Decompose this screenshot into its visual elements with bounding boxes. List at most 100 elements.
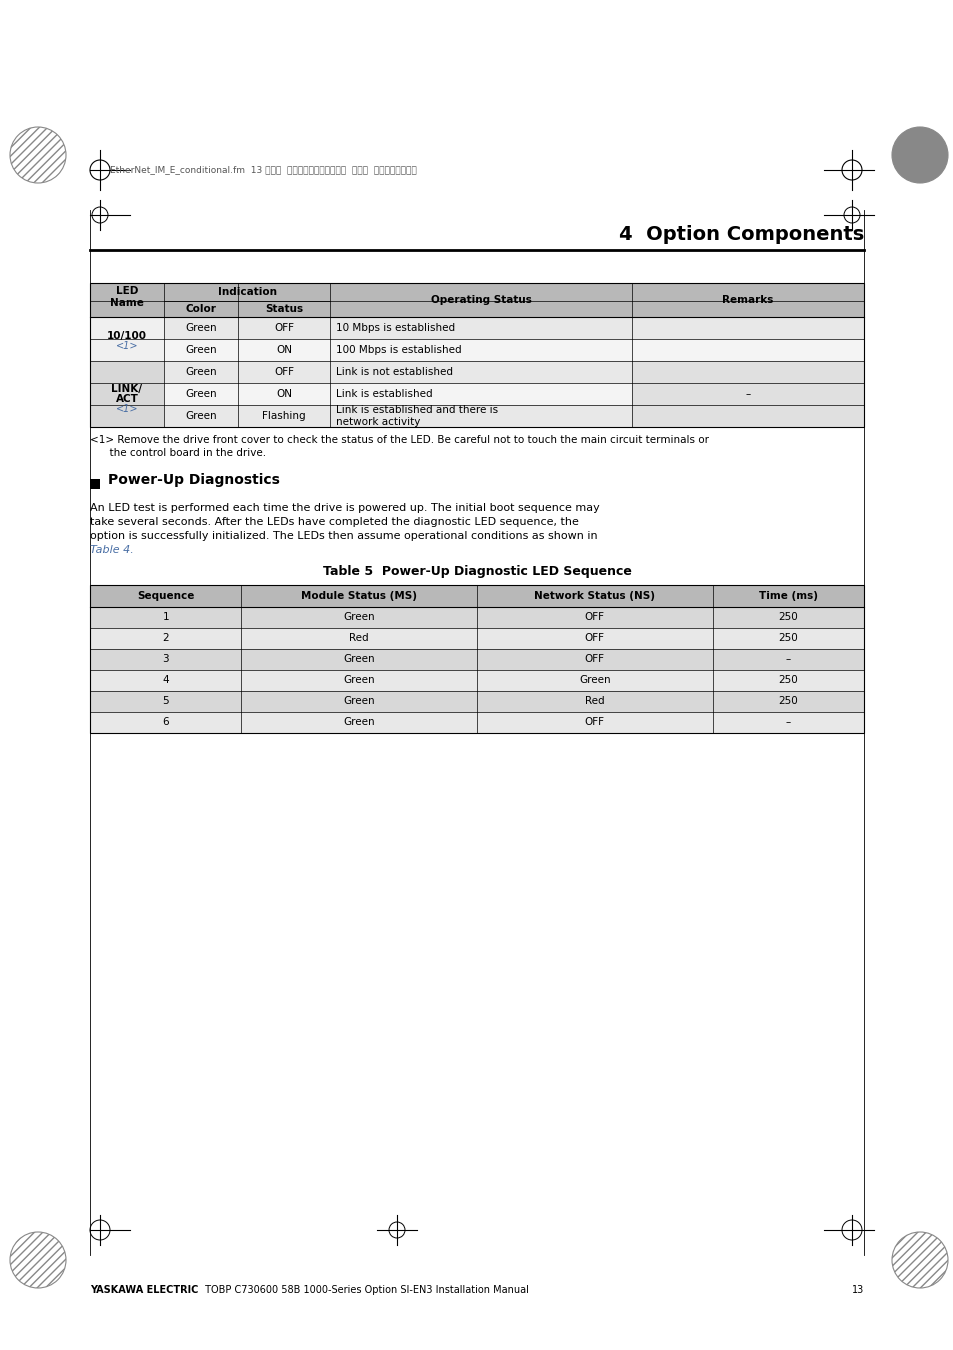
Bar: [330, 405, 632, 427]
Bar: [712, 585, 863, 608]
Text: Flashing: Flashing: [262, 410, 306, 421]
Bar: [241, 649, 476, 670]
Bar: [330, 317, 632, 339]
Text: Operating Status: Operating Status: [431, 296, 531, 305]
Text: Green: Green: [343, 717, 375, 728]
Bar: [90, 317, 164, 360]
Text: Green: Green: [343, 697, 375, 706]
Bar: [632, 360, 863, 427]
Text: the control board in the drive.: the control board in the drive.: [90, 448, 266, 458]
Text: 250: 250: [778, 675, 798, 686]
Text: –: –: [785, 717, 790, 728]
Text: Module Status (MS): Module Status (MS): [301, 591, 416, 601]
Text: Red: Red: [349, 633, 369, 644]
Bar: [241, 585, 476, 608]
Bar: [476, 608, 712, 628]
Bar: [476, 711, 712, 733]
Bar: [90, 585, 241, 608]
Text: –: –: [785, 655, 790, 664]
Bar: [164, 339, 237, 360]
Bar: [712, 628, 863, 649]
Bar: [237, 317, 330, 339]
Text: YASKAWA ELECTRIC: YASKAWA ELECTRIC: [90, 1285, 198, 1295]
Text: 4: 4: [162, 675, 169, 686]
Text: Table 5  Power-Up Diagnostic LED Sequence: Table 5 Power-Up Diagnostic LED Sequence: [322, 566, 631, 578]
Text: Network Status (NS): Network Status (NS): [534, 591, 655, 601]
Text: Green: Green: [185, 410, 216, 421]
Text: 2: 2: [162, 633, 169, 644]
Bar: [712, 691, 863, 711]
Bar: [712, 670, 863, 691]
Text: 250: 250: [778, 613, 798, 622]
Bar: [632, 339, 863, 360]
Bar: [712, 649, 863, 670]
Bar: [164, 405, 237, 427]
Text: 1: 1: [162, 613, 169, 622]
Text: <1> Remove the drive front cover to check the status of the LED. Be careful not : <1> Remove the drive front cover to chec…: [90, 435, 708, 446]
Bar: [241, 670, 476, 691]
Text: Green: Green: [185, 323, 216, 333]
Bar: [476, 670, 712, 691]
Text: Link is not established: Link is not established: [336, 367, 453, 377]
Text: Table 4.: Table 4.: [90, 545, 133, 555]
Text: Color: Color: [185, 304, 216, 315]
Text: OFF: OFF: [584, 717, 604, 728]
Text: An LED test is performed each time the drive is powered up. The initial boot seq: An LED test is performed each time the d…: [90, 504, 599, 513]
Bar: [237, 360, 330, 383]
Bar: [237, 383, 330, 405]
Bar: [241, 608, 476, 628]
Bar: [476, 628, 712, 649]
Text: 6: 6: [162, 717, 169, 728]
Text: Link is established and there is
network activity: Link is established and there is network…: [336, 405, 497, 427]
Text: 10/100: 10/100: [107, 331, 147, 342]
Text: Indication: Indication: [217, 288, 276, 297]
Bar: [237, 301, 330, 317]
Bar: [237, 339, 330, 360]
Text: 100 Mbps is established: 100 Mbps is established: [336, 346, 461, 355]
Text: ACT: ACT: [115, 394, 138, 404]
Bar: [241, 628, 476, 649]
Text: Status: Status: [265, 304, 303, 315]
Text: Green: Green: [343, 675, 375, 686]
Text: 13: 13: [851, 1285, 863, 1295]
Text: Green: Green: [185, 389, 216, 400]
Text: <1>: <1>: [115, 404, 138, 414]
Text: Green: Green: [185, 367, 216, 377]
Text: 5: 5: [162, 697, 169, 706]
Bar: [90, 628, 241, 649]
Text: Time (ms): Time (ms): [758, 591, 817, 601]
Text: TOBP C730600 58B 1000-Series Option SI-EN3 Installation Manual: TOBP C730600 58B 1000-Series Option SI-E…: [202, 1285, 528, 1295]
Bar: [632, 317, 863, 339]
Text: 10 Mbps is established: 10 Mbps is established: [336, 323, 455, 333]
Text: Green: Green: [343, 613, 375, 622]
Bar: [90, 691, 241, 711]
Bar: [90, 284, 164, 317]
Text: 250: 250: [778, 633, 798, 644]
Text: ON: ON: [275, 346, 292, 355]
Bar: [90, 284, 863, 427]
Bar: [164, 284, 330, 301]
Text: OFF: OFF: [274, 367, 294, 377]
Text: Green: Green: [343, 655, 375, 664]
Text: 4  Option Components: 4 Option Components: [618, 225, 863, 244]
Bar: [90, 649, 241, 670]
Bar: [241, 711, 476, 733]
Bar: [330, 339, 632, 360]
Text: OFF: OFF: [584, 613, 604, 622]
Text: EtherNet_IM_E_conditional.fm  13 ページ  ２０１２年１０月３１日  水曜日  午後１２時５３分: EtherNet_IM_E_conditional.fm 13 ページ ２０１２…: [110, 166, 416, 174]
Text: <1>: <1>: [115, 342, 138, 351]
Text: LINK/: LINK/: [112, 383, 142, 394]
Text: 3: 3: [162, 655, 169, 664]
Bar: [90, 360, 164, 427]
Bar: [330, 284, 632, 317]
Bar: [330, 360, 632, 383]
Text: Green: Green: [578, 675, 610, 686]
Text: Remarks: Remarks: [721, 296, 773, 305]
Bar: [241, 691, 476, 711]
Circle shape: [891, 127, 947, 184]
Bar: [476, 649, 712, 670]
Bar: [330, 383, 632, 405]
Text: OFF: OFF: [584, 633, 604, 644]
Text: option is successfully initialized. The LEDs then assume operational conditions : option is successfully initialized. The …: [90, 531, 597, 541]
Bar: [90, 670, 241, 691]
